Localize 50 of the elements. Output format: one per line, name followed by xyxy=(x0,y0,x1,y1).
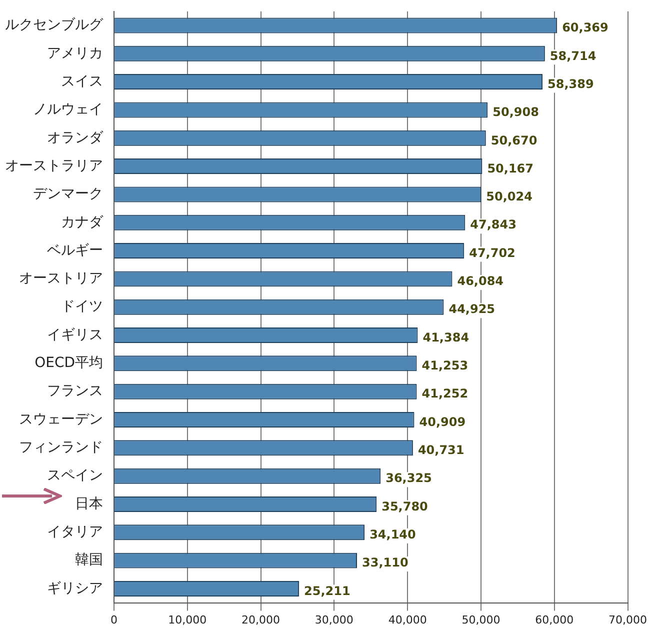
data-label: 41,252 xyxy=(422,386,468,401)
data-label: 41,384 xyxy=(422,330,470,344)
y-tick-label: ノルウェイ xyxy=(33,102,103,118)
x-tick-label: 20,000 xyxy=(242,613,280,626)
data-label: 50,908 xyxy=(492,105,539,120)
data-label: 50,024 xyxy=(486,190,532,204)
y-tick-label: スウェーデン xyxy=(19,411,103,428)
data-label: 47,702 xyxy=(469,246,516,260)
x-tick-label: 60,000 xyxy=(535,613,574,626)
y-tick-label: ドイツ xyxy=(61,298,103,315)
y-tick-label: ベルギー xyxy=(47,242,103,258)
data-label: 46,084 xyxy=(457,274,504,288)
y-tick-label: アメリカ xyxy=(47,45,103,62)
y-tick-label: デンマーク xyxy=(33,186,103,202)
y-tick-label: スペイン xyxy=(47,468,103,484)
data-label: 35,780 xyxy=(382,499,428,514)
y-tick-label: イタリア xyxy=(47,524,103,540)
data-label: 50,670 xyxy=(490,133,538,148)
y-tick-label: ギリシア xyxy=(47,580,103,596)
data-label: 60,369 xyxy=(562,20,608,35)
x-tick-label: 10,000 xyxy=(168,613,207,626)
data-label: 44,925 xyxy=(448,302,496,316)
x-tick-label: 50,000 xyxy=(462,613,500,626)
data-label: 34,140 xyxy=(370,528,416,542)
y-tick-label: OECD平均 xyxy=(34,355,103,372)
y-tick-label: 日本 xyxy=(75,496,103,512)
x-tick-label: 70,000 xyxy=(608,613,648,626)
data-label: 33,110 xyxy=(362,556,408,570)
data-label: 50,167 xyxy=(487,161,534,176)
data-label: 58,389 xyxy=(548,76,594,91)
x-tick-label: 30,000 xyxy=(314,613,354,626)
y-tick-label: フィンランド xyxy=(19,440,103,456)
y-tick-label: オランダ xyxy=(47,130,104,146)
x-tick-label: 40,000 xyxy=(388,613,427,626)
y-tick-label: フランス xyxy=(47,383,103,400)
y-tick-label: オーストラリア xyxy=(5,158,103,174)
data-label: 40,909 xyxy=(419,414,466,429)
data-label: 58,714 xyxy=(550,48,596,63)
data-label: 40,731 xyxy=(418,443,464,458)
x-tick-label: 0 xyxy=(110,613,118,626)
data-label: 41,253 xyxy=(422,358,468,373)
y-tick-label: カナダ xyxy=(61,214,104,230)
y-tick-label: オーストリア xyxy=(19,270,103,287)
y-tick-label: スイス xyxy=(61,73,103,90)
data-label: 25,211 xyxy=(304,584,350,598)
data-label: 47,843 xyxy=(470,218,516,232)
y-tick-label: イギリス xyxy=(47,326,103,343)
y-tick-label: ルクセンブルグ xyxy=(5,17,104,34)
y-tick-label: 韓国 xyxy=(75,552,103,568)
data-label: 36,325 xyxy=(386,471,432,486)
